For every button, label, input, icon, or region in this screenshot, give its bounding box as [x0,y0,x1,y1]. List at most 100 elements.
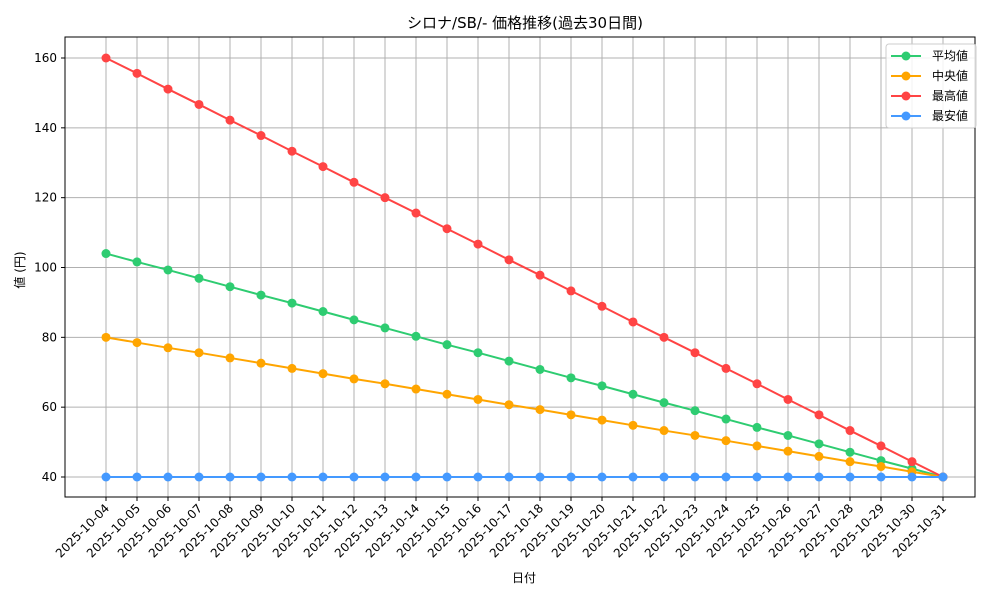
data-point [225,472,235,482]
data-series [101,53,948,482]
data-point [690,406,700,416]
data-point [380,193,390,203]
data-point [411,331,421,341]
data-point [535,472,545,482]
data-point [566,286,576,296]
data-point [132,472,142,482]
legend-marker-icon [901,71,911,81]
data-point [783,446,793,456]
data-point [845,457,855,467]
y-tick-label: 100 [34,261,57,275]
legend-item: 最高値 [891,88,968,103]
legend-item: 最安値 [891,108,968,123]
data-point [721,363,731,373]
data-point [225,282,235,292]
data-point [504,356,514,366]
data-point [783,472,793,482]
data-point [752,379,762,389]
legend-label: 平均値 [932,48,968,63]
data-point [442,389,452,399]
data-point [535,364,545,374]
legend-marker-icon [901,51,911,61]
data-point [256,131,266,141]
legend-marker-icon [901,91,911,101]
data-point [318,369,328,379]
data-point [814,472,824,482]
data-point [194,472,204,482]
data-point [752,472,762,482]
data-point [442,472,452,482]
data-point [380,379,390,389]
data-point [411,384,421,394]
data-point [318,472,328,482]
data-point [349,472,359,482]
data-point [628,420,638,430]
data-point [163,472,173,482]
data-point [535,405,545,415]
data-point [194,273,204,283]
data-point [814,439,824,449]
data-point [287,146,297,156]
data-point [845,447,855,457]
data-point [504,400,514,410]
data-point [349,374,359,384]
data-point [721,472,731,482]
data-point [721,414,731,424]
data-point [597,301,607,311]
grid-lines [65,37,975,497]
legend-box [885,43,977,129]
legend-label: 最安値 [932,108,968,123]
data-point [659,332,669,342]
data-point [194,99,204,109]
y-tick-label: 60 [42,400,57,414]
data-point [132,257,142,267]
series-line [101,332,948,482]
legend-item: 平均値 [891,48,968,63]
data-point [783,394,793,404]
data-point [659,398,669,408]
y-tick-label: 40 [42,470,57,484]
data-point [659,472,669,482]
data-point [814,410,824,420]
data-point [721,436,731,446]
data-point [597,472,607,482]
data-point [442,340,452,350]
series-line [101,53,948,482]
data-point [132,68,142,78]
data-point [256,358,266,368]
data-point [659,426,669,436]
data-point [225,353,235,363]
y-tick-label: 80 [42,330,57,344]
data-point [876,472,886,482]
data-point [845,472,855,482]
x-axis: 2025-10-042025-10-052025-10-062025-10-07… [53,497,949,560]
data-point [411,208,421,218]
data-point [101,249,111,259]
data-point [690,348,700,358]
legend-label: 中央値 [932,68,968,83]
data-point [163,84,173,94]
legend-item: 中央値 [891,68,968,83]
data-point [163,265,173,275]
data-point [876,441,886,451]
data-point [194,348,204,358]
data-point [597,415,607,425]
data-point [814,451,824,461]
data-point [256,290,266,300]
data-point [473,239,483,249]
data-point [473,472,483,482]
data-point [163,343,173,353]
data-point [411,472,421,482]
data-point [442,224,452,234]
data-point [566,472,576,482]
data-point [287,298,297,308]
data-point [907,472,917,482]
data-point [907,457,917,467]
data-point [752,422,762,432]
data-point [101,53,111,63]
data-point [101,472,111,482]
series-line [101,472,948,482]
data-point [349,177,359,187]
